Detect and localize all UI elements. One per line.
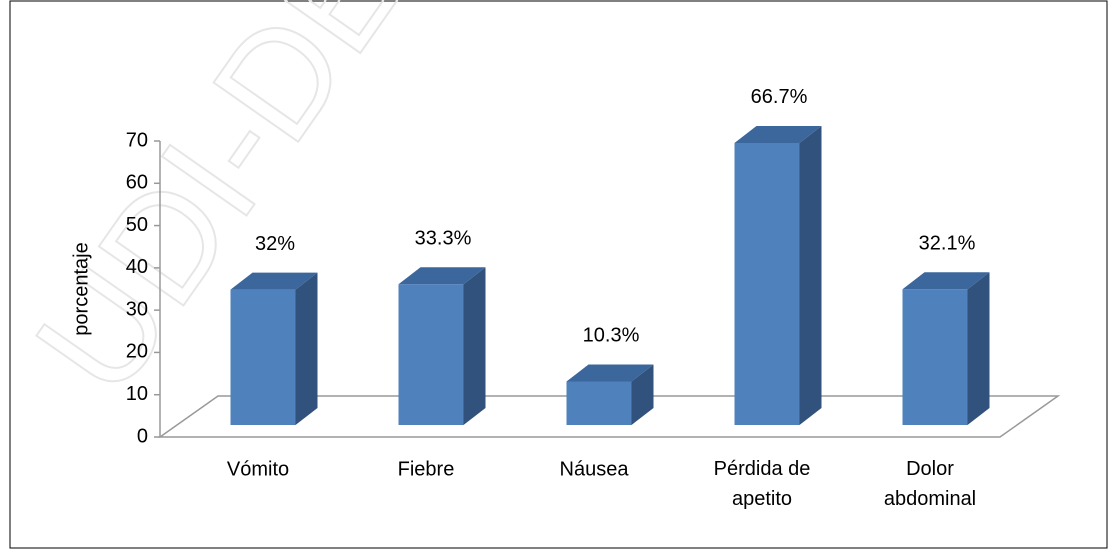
bar (398, 267, 486, 425)
y-tick-label: 60 (126, 172, 148, 194)
y-tick-label: 40 (126, 256, 148, 278)
bar-top (734, 125, 822, 143)
y-tick-label: 0 (137, 425, 148, 447)
bar-front (566, 381, 632, 425)
value-label: 33.3% (415, 227, 472, 249)
bar-front (734, 142, 800, 425)
y-tick-label: 10 (126, 383, 148, 405)
value-label: 10.3% (583, 325, 640, 347)
bar-top (398, 267, 486, 285)
value-label: 66.7% (751, 86, 808, 108)
y-tick-label: 50 (126, 214, 148, 236)
bar (902, 272, 990, 425)
bar-front (398, 284, 464, 425)
bar-top (566, 364, 654, 382)
bar-top (902, 272, 990, 290)
bar-side (631, 364, 654, 425)
value-label: 32.1% (919, 233, 976, 255)
x-tick-label: Pérdida de apetito (714, 458, 811, 510)
floor (157, 395, 1061, 438)
y-axis-label: porcentaje (70, 242, 92, 335)
bar-side (967, 272, 990, 425)
bar-front (230, 289, 296, 425)
y-tick-label: 20 (126, 341, 148, 363)
x-tick-label: Náusea (560, 458, 630, 480)
bar (566, 364, 654, 425)
x-tick-label: Vómito (227, 458, 289, 480)
bar-side (799, 125, 822, 425)
bar-top (230, 272, 318, 290)
value-label: 32% (255, 233, 295, 255)
y-tick-label: 30 (126, 298, 148, 320)
bar-side (463, 267, 486, 425)
bar-front (902, 289, 968, 425)
bar (230, 272, 318, 425)
bar-side (295, 272, 318, 425)
y-tick-label: 70 (126, 129, 148, 151)
bar (734, 125, 822, 425)
x-tick-label: Dolor abdominal (884, 458, 976, 510)
x-tick-label: Fiebre (398, 458, 455, 480)
